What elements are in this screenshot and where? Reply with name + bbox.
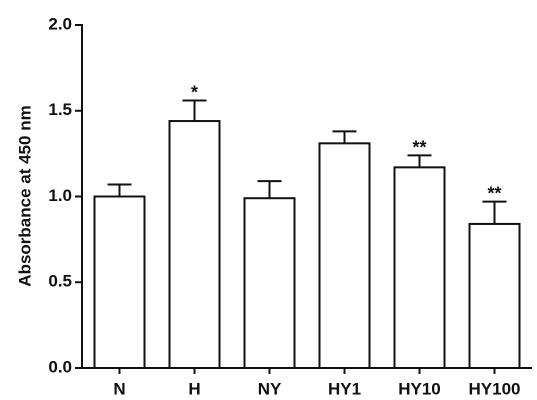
bar-h [168,120,221,370]
y-axis-title: Absorbance at 450 nm [15,105,34,286]
y-tick-label: 0.5 [48,272,72,291]
x-tick-label: HY10 [398,379,441,398]
bar-hy10 [393,166,446,369]
bar-hy100 [468,222,521,369]
x-tick-label: HY100 [469,379,521,398]
y-tick-label: 2.0 [48,14,72,33]
y-tick-label: 1.5 [48,100,72,119]
significance-marker: ** [412,137,426,157]
bar-n [93,195,146,369]
x-axis: N H NY HY1 HY10 HY100 [113,368,520,398]
x-tick-label: NY [258,379,282,398]
y-tick-label: 1.0 [48,186,72,205]
significance-marker: * [191,82,198,102]
x-tick-label: HY1 [328,379,361,398]
x-tick-label: N [113,379,125,398]
x-tick-label: H [188,379,200,398]
y-tick-label: 0.0 [48,357,72,376]
y-axis: 0.0 0.5 1.0 1.5 2.0 [48,14,82,376]
bars-group: ***** [93,82,521,370]
bar-ny [243,197,296,369]
bar-hy1 [318,142,371,369]
significance-marker: ** [487,184,501,204]
